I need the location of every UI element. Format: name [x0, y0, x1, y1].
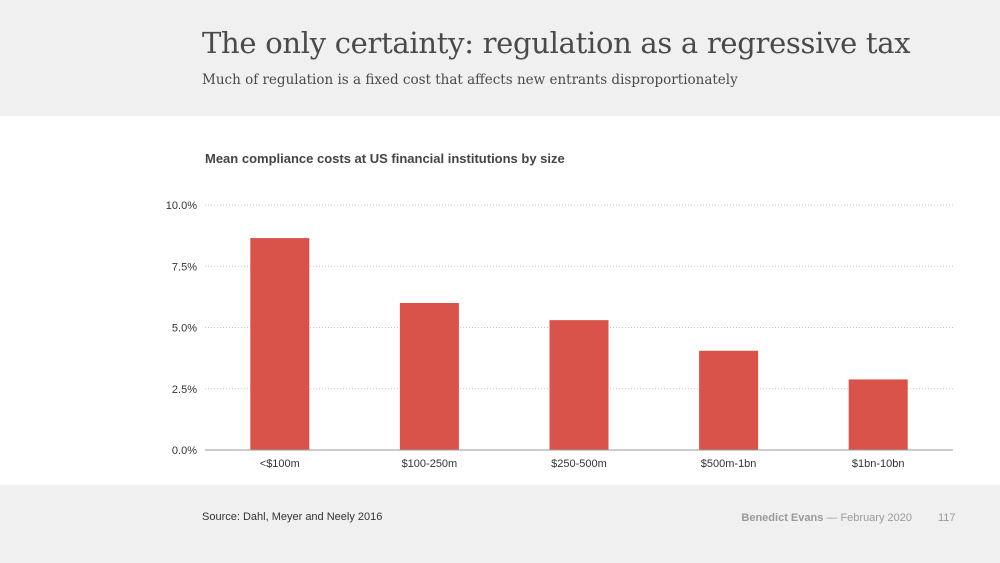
- bar: [250, 238, 310, 450]
- y-tick-label: 10.0%: [166, 200, 197, 212]
- page-number: 117: [938, 512, 956, 524]
- y-tick-label: 7.5%: [172, 261, 197, 273]
- slide-header: [0, 0, 1000, 116]
- x-tick-label: $250-500m: [551, 458, 607, 470]
- y-tick-label: 0.0%: [172, 445, 197, 457]
- bar: [549, 320, 609, 450]
- x-tick-label: $500m-1bn: [701, 458, 757, 470]
- source-note: Source: Dahl, Meyer and Neely 2016: [202, 511, 383, 523]
- x-tick-label: $1bn-10bn: [852, 458, 905, 470]
- y-tick-label: 2.5%: [172, 384, 197, 396]
- bar: [699, 350, 759, 450]
- slide-date: — February 2020: [826, 512, 912, 524]
- y-tick-label: 5.0%: [172, 323, 197, 335]
- author-name: Benedict Evans: [741, 512, 824, 524]
- slide-subtitle: Much of regulation is a fixed cost that …: [202, 72, 738, 88]
- x-tick-label: $100-250m: [402, 458, 458, 470]
- bar: [399, 303, 459, 450]
- bar-chart: 0.0% 2.5% 5.0% 7.5% 10.0% <$100m $100-250m $250…: [166, 200, 953, 470]
- chart-title: Mean compliance costs at US financial in…: [205, 151, 565, 166]
- slide-title: The only certainty: regulation as a regr…: [202, 26, 911, 60]
- credit: Benedict Evans — February 2020: [741, 512, 912, 524]
- slide-footer: [0, 485, 1000, 563]
- bar: [848, 379, 908, 450]
- x-tick-label: <$100m: [260, 458, 300, 470]
